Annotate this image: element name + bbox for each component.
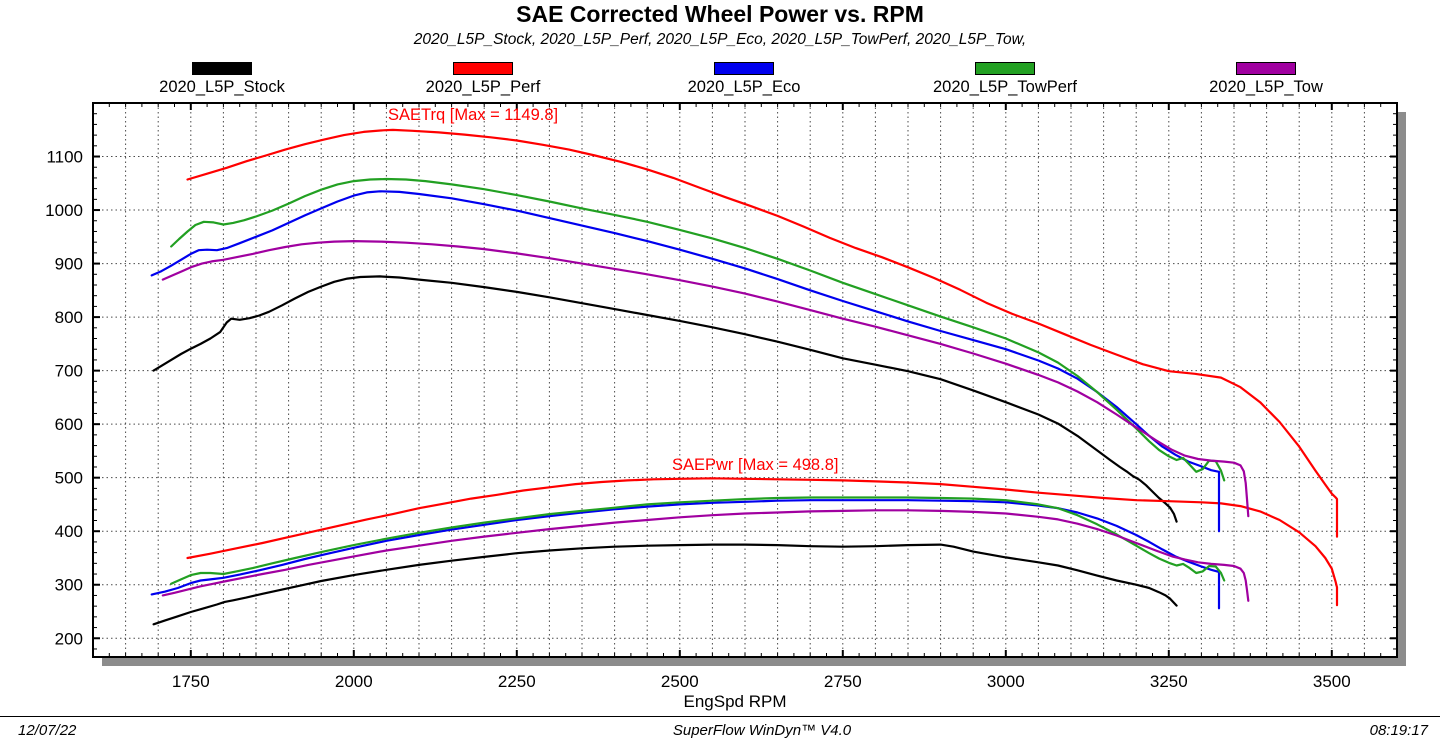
legend-swatch	[192, 62, 252, 75]
legend-swatch	[453, 62, 513, 75]
x-tick-label: 2750	[824, 672, 862, 691]
y-tick-label: 500	[55, 469, 83, 488]
legend-swatch	[714, 62, 774, 75]
legend-swatch	[1236, 62, 1296, 75]
footer-app-name: SuperFlow WinDyn™ V4.0	[672, 722, 852, 739]
torque-curve-2020_L5P_TowPerf	[170, 177, 1226, 482]
legend-item-2020_L5P_Perf[interactable]: 2020_L5P_Perf	[373, 62, 593, 97]
power-curve-2020_L5P_TowPerf	[170, 496, 1226, 585]
y-tick-label: 300	[55, 576, 83, 595]
power-curve-2020_L5P_Tow	[161, 509, 1250, 602]
legend-label: 2020_L5P_TowPerf	[932, 78, 1078, 96]
y-tick-label: 900	[55, 255, 83, 274]
legend-swatch	[975, 62, 1035, 75]
power-curve-2020_L5P_Perf	[186, 477, 1339, 607]
y-tick-label: 200	[55, 629, 83, 648]
x-tick-label: 2500	[661, 672, 699, 691]
x-axis-title: EngSpd RPM	[683, 692, 787, 711]
legend-label: 2020_L5P_Tow	[1209, 78, 1323, 96]
torque-curve-2020_L5P_Stock	[152, 275, 1178, 523]
torque-curve-2020_L5P_Perf	[186, 128, 1339, 538]
legend-item-2020_L5P_TowPerf[interactable]: 2020_L5P_TowPerf	[895, 62, 1115, 97]
page-title: SAE Corrected Wheel Power vs. RPM	[516, 1, 924, 27]
y-tick-label: 700	[55, 362, 83, 381]
x-tick-label: 3250	[1150, 672, 1188, 691]
y-tick-label: 1100	[46, 148, 83, 167]
y-tick-label: 1000	[45, 201, 83, 220]
x-tick-label: 1750	[172, 672, 210, 691]
footer-time: 08:19:17	[1369, 722, 1428, 739]
legend-item-2020_L5P_Tow[interactable]: 2020_L5P_Tow	[1156, 62, 1376, 97]
plot-border	[92, 102, 1398, 658]
footer-divider	[0, 716, 1440, 717]
saetrq-max-annotation: SAETrq [Max = 1149.8]	[388, 106, 559, 124]
x-tick-label: 2250	[498, 672, 536, 691]
curves	[150, 128, 1339, 626]
legend-item-2020_L5P_Stock[interactable]: 2020_L5P_Stock	[112, 62, 332, 97]
torque-curve-2020_L5P_Tow	[161, 240, 1250, 518]
chart-subtitle: 2020_L5P_Stock, 2020_L5P_Perf, 2020_L5P_…	[413, 31, 1027, 48]
y-tick-label: 800	[55, 308, 83, 327]
tick-labels: 1750 2000 2250 2500 2750 3000 3250 3500 200 300 40…	[45, 148, 1351, 691]
legend-label: 2020_L5P_Eco	[687, 78, 801, 96]
x-tick-label: 3000	[987, 672, 1025, 691]
plot-background	[93, 103, 1397, 657]
x-tick-label: 3500	[1313, 672, 1351, 691]
x-tick-label: 2000	[335, 672, 373, 691]
footer-date: 12/07/22	[18, 722, 77, 739]
legend-label: 2020_L5P_Stock	[159, 78, 285, 96]
legend-item-2020_L5P_Eco[interactable]: 2020_L5P_Eco	[634, 62, 854, 97]
legend-label: 2020_L5P_Perf	[425, 78, 541, 96]
y-tick-label: 600	[55, 415, 83, 434]
torque-curve-2020_L5P_Eco	[150, 190, 1221, 533]
power-curve-2020_L5P_Stock	[152, 543, 1178, 626]
y-tick-label: 400	[55, 522, 83, 541]
saepwr-max-annotation: SAEPwr [Max = 498.8]	[672, 456, 839, 474]
power-curve-2020_L5P_Eco	[150, 499, 1221, 610]
